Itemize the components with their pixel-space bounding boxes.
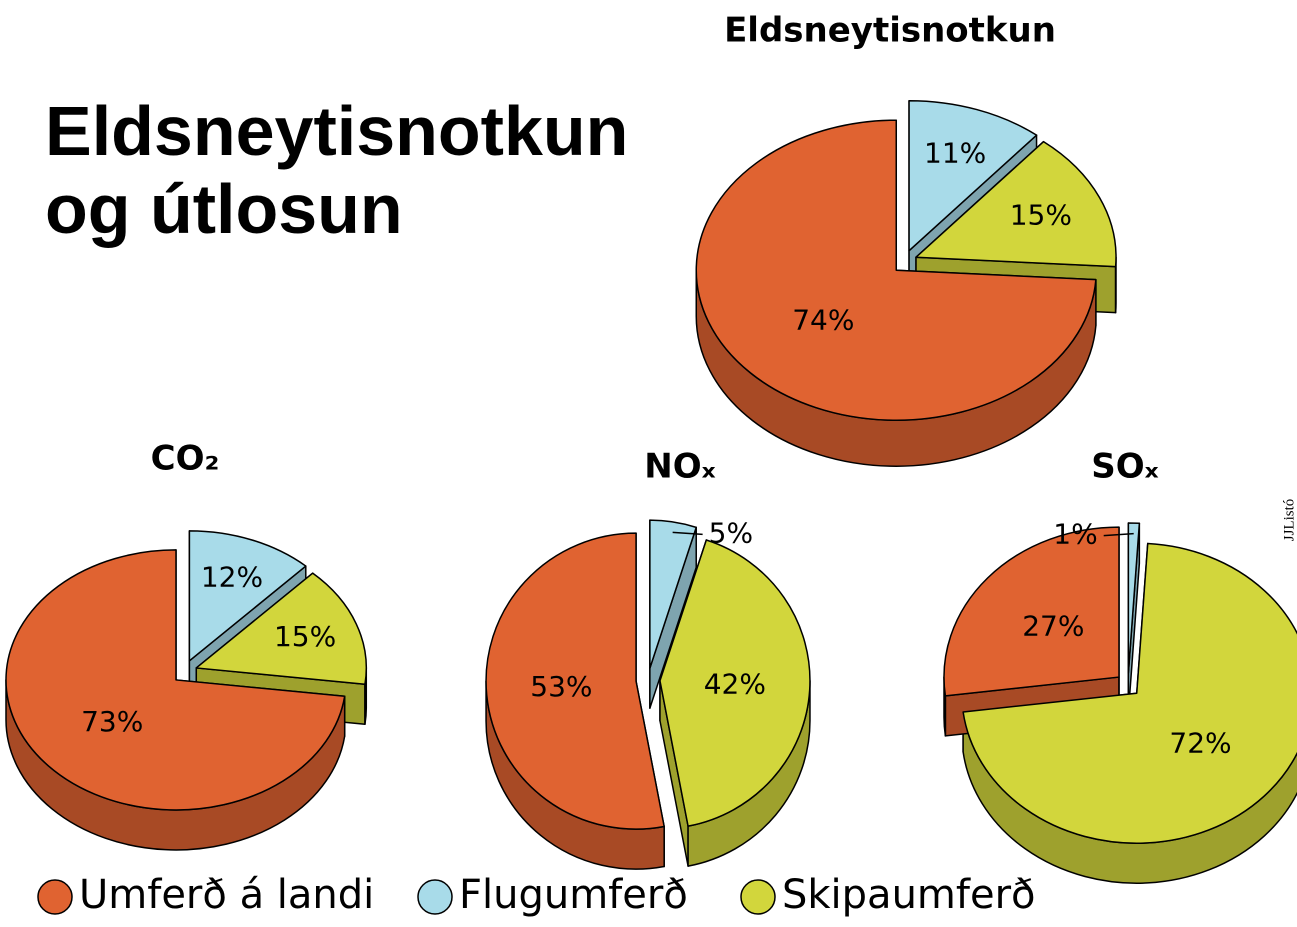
value-label: 73% — [81, 705, 143, 738]
credit: JJListó — [1281, 499, 1297, 542]
tops — [695, 99, 1117, 421]
tops — [5, 530, 368, 811]
pie: Eldsneytisnotkun 11% 15% 74% — [695, 11, 1117, 467]
tops — [943, 522, 1297, 844]
legend-label: Flugumferð — [459, 872, 688, 918]
main-title: Eldsneytisnotkun og útlosun — [45, 92, 629, 248]
slice — [1127, 522, 1141, 674]
pie-title: CO₂ — [151, 439, 220, 479]
value-label: 12% — [201, 561, 263, 594]
slice — [915, 140, 1117, 268]
value-label: 1% — [1053, 518, 1097, 551]
leader-line — [672, 531, 703, 536]
value-label: 11% — [924, 137, 986, 170]
value-label: 15% — [274, 620, 336, 653]
value-label: 5% — [709, 516, 753, 549]
pie-title: SOₓ — [1091, 447, 1158, 487]
pie: SOₓ 1% 72% 27% — [943, 447, 1297, 884]
pie-title: Eldsneytisnotkun — [724, 11, 1056, 51]
legend-swatch — [740, 879, 776, 915]
value-label: 74% — [792, 304, 854, 337]
tops — [485, 519, 811, 830]
value-label: 72% — [1169, 727, 1231, 760]
pie-title: NOₓ — [644, 447, 715, 487]
slice — [943, 526, 1120, 697]
value-label: 53% — [530, 670, 592, 703]
leader-line — [1103, 532, 1134, 537]
slice — [485, 532, 665, 830]
slice — [188, 530, 307, 662]
value-label: 27% — [1022, 609, 1084, 642]
slice — [962, 542, 1297, 844]
slice — [659, 539, 811, 827]
slice — [649, 519, 697, 669]
pie: NOₓ 5% 42% 53% — [485, 447, 811, 870]
value-label: 15% — [1010, 199, 1072, 232]
slice — [5, 549, 346, 811]
pie: CO₂ 12% 15% 73% — [5, 439, 368, 851]
legend-swatch — [37, 879, 73, 915]
legend-label: Skipaumferð — [782, 872, 1036, 918]
legend-label: Umferð á landi — [79, 872, 374, 918]
slice — [695, 119, 1097, 421]
value-label: 42% — [704, 667, 766, 700]
slice — [908, 99, 1038, 252]
legend-swatch — [417, 879, 453, 915]
slice — [195, 572, 368, 685]
